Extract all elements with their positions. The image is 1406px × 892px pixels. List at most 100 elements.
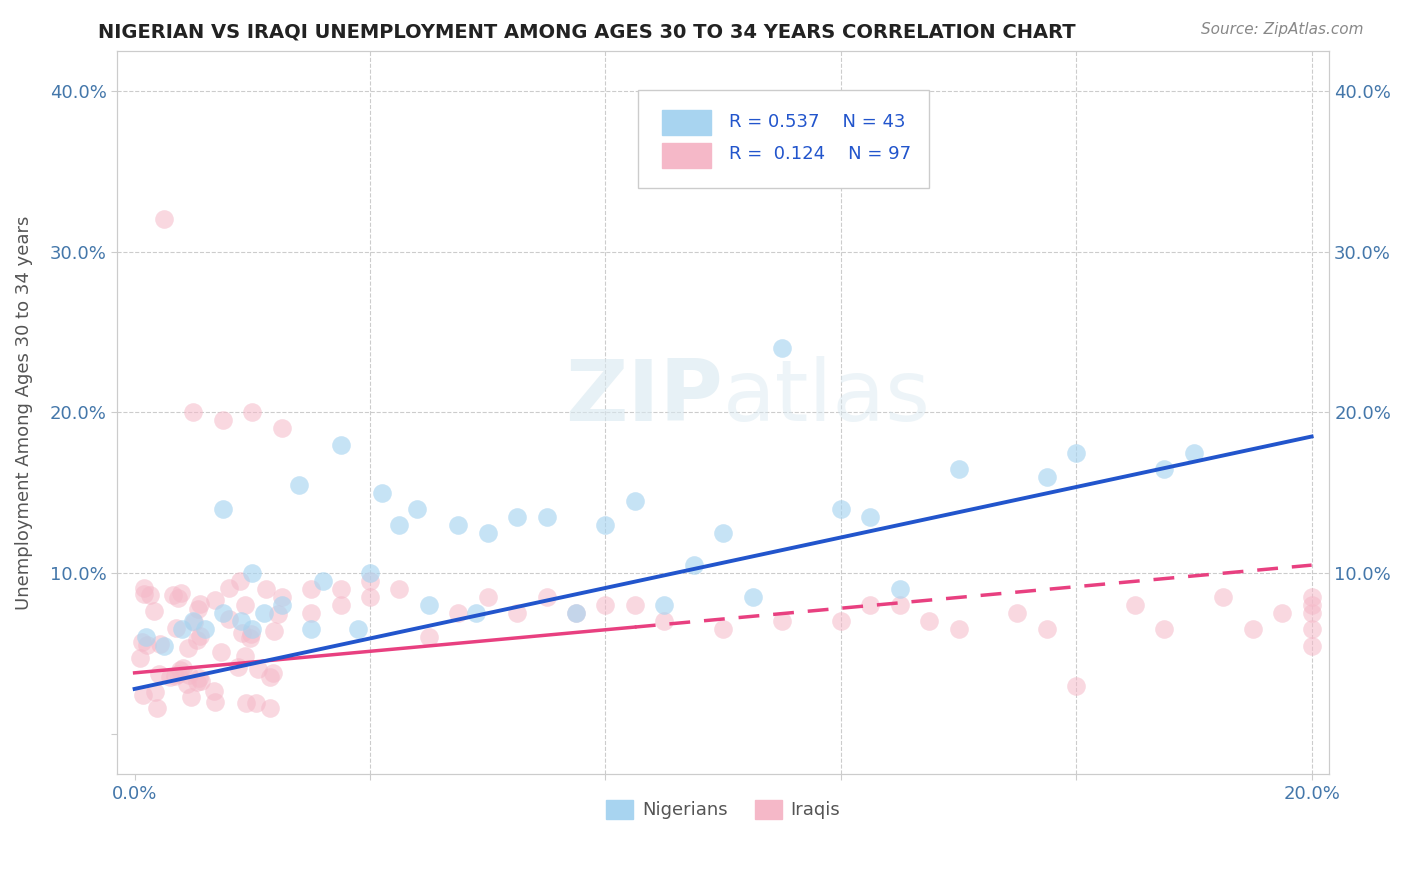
Point — [830, 501, 852, 516]
Point — [229, 574, 252, 589]
Point — [388, 517, 411, 532]
Point — [652, 599, 675, 613]
Point — [167, 591, 190, 606]
Point — [231, 625, 253, 640]
Point — [270, 599, 292, 613]
Point — [218, 611, 240, 625]
Point — [741, 591, 763, 605]
Point — [162, 588, 184, 602]
Point — [565, 607, 588, 621]
Point — [406, 501, 429, 516]
Point — [347, 623, 370, 637]
Point — [299, 607, 322, 621]
Point — [259, 670, 281, 684]
Point — [270, 591, 292, 605]
Point — [204, 592, 226, 607]
Point — [359, 591, 381, 605]
Point — [299, 582, 322, 597]
Point — [233, 648, 256, 663]
Point — [165, 621, 187, 635]
Point — [1301, 607, 1323, 621]
Text: ZIP: ZIP — [565, 357, 723, 440]
Point — [711, 526, 734, 541]
Point — [371, 485, 394, 500]
Point — [212, 413, 235, 427]
Point — [329, 582, 352, 597]
Point — [624, 599, 647, 613]
Point — [465, 607, 488, 621]
Point — [131, 635, 153, 649]
Point — [177, 667, 200, 681]
Text: R =  0.124    N = 97: R = 0.124 N = 97 — [730, 145, 911, 163]
Point — [506, 607, 529, 621]
Point — [159, 670, 181, 684]
Point — [1271, 607, 1294, 621]
Point — [682, 558, 704, 573]
Point — [187, 671, 209, 685]
Point — [918, 615, 941, 629]
Point — [329, 599, 352, 613]
Point — [859, 599, 882, 613]
Point — [146, 701, 169, 715]
Point — [209, 644, 232, 658]
Point — [183, 615, 205, 629]
Point — [169, 586, 191, 600]
Point — [1036, 623, 1059, 637]
Point — [245, 696, 267, 710]
Point — [1007, 607, 1029, 621]
Point — [477, 526, 499, 541]
Point — [218, 582, 240, 596]
Point — [143, 685, 166, 699]
Point — [180, 690, 202, 704]
Point — [229, 615, 252, 629]
Point — [1153, 461, 1175, 475]
Point — [228, 660, 250, 674]
Point — [132, 581, 155, 595]
Point — [259, 701, 281, 715]
Point — [1064, 445, 1087, 459]
Point — [267, 607, 290, 621]
Point — [129, 650, 152, 665]
Point — [359, 566, 381, 581]
Point — [770, 615, 793, 629]
Point — [187, 601, 209, 615]
FancyBboxPatch shape — [662, 110, 711, 136]
Point — [477, 591, 499, 605]
Point — [1301, 639, 1323, 653]
Point — [142, 604, 165, 618]
Point — [536, 591, 558, 605]
Point — [135, 631, 157, 645]
FancyBboxPatch shape — [638, 90, 929, 188]
Point — [166, 667, 188, 681]
Point — [418, 631, 440, 645]
Point — [711, 623, 734, 637]
Text: Source: ZipAtlas.com: Source: ZipAtlas.com — [1201, 22, 1364, 37]
Point — [1301, 591, 1323, 605]
Point — [1301, 599, 1323, 613]
Point — [329, 437, 352, 451]
Point — [889, 582, 911, 597]
Point — [263, 624, 285, 639]
Point — [169, 663, 191, 677]
Point — [204, 695, 226, 709]
Point — [1212, 591, 1234, 605]
Point — [194, 623, 217, 637]
Point — [239, 627, 262, 641]
Point — [1301, 623, 1323, 637]
Point — [312, 574, 335, 589]
Point — [233, 598, 256, 612]
Point — [239, 631, 262, 645]
Point — [770, 341, 793, 355]
Point — [132, 689, 155, 703]
Point — [1036, 469, 1059, 483]
Point — [170, 623, 193, 637]
Point — [188, 629, 211, 643]
Point — [270, 421, 292, 435]
Point — [212, 501, 235, 516]
Point — [212, 607, 235, 621]
Point — [536, 509, 558, 524]
Point — [948, 461, 970, 475]
Point — [190, 674, 212, 689]
Point — [1182, 445, 1205, 459]
Point — [253, 607, 276, 621]
